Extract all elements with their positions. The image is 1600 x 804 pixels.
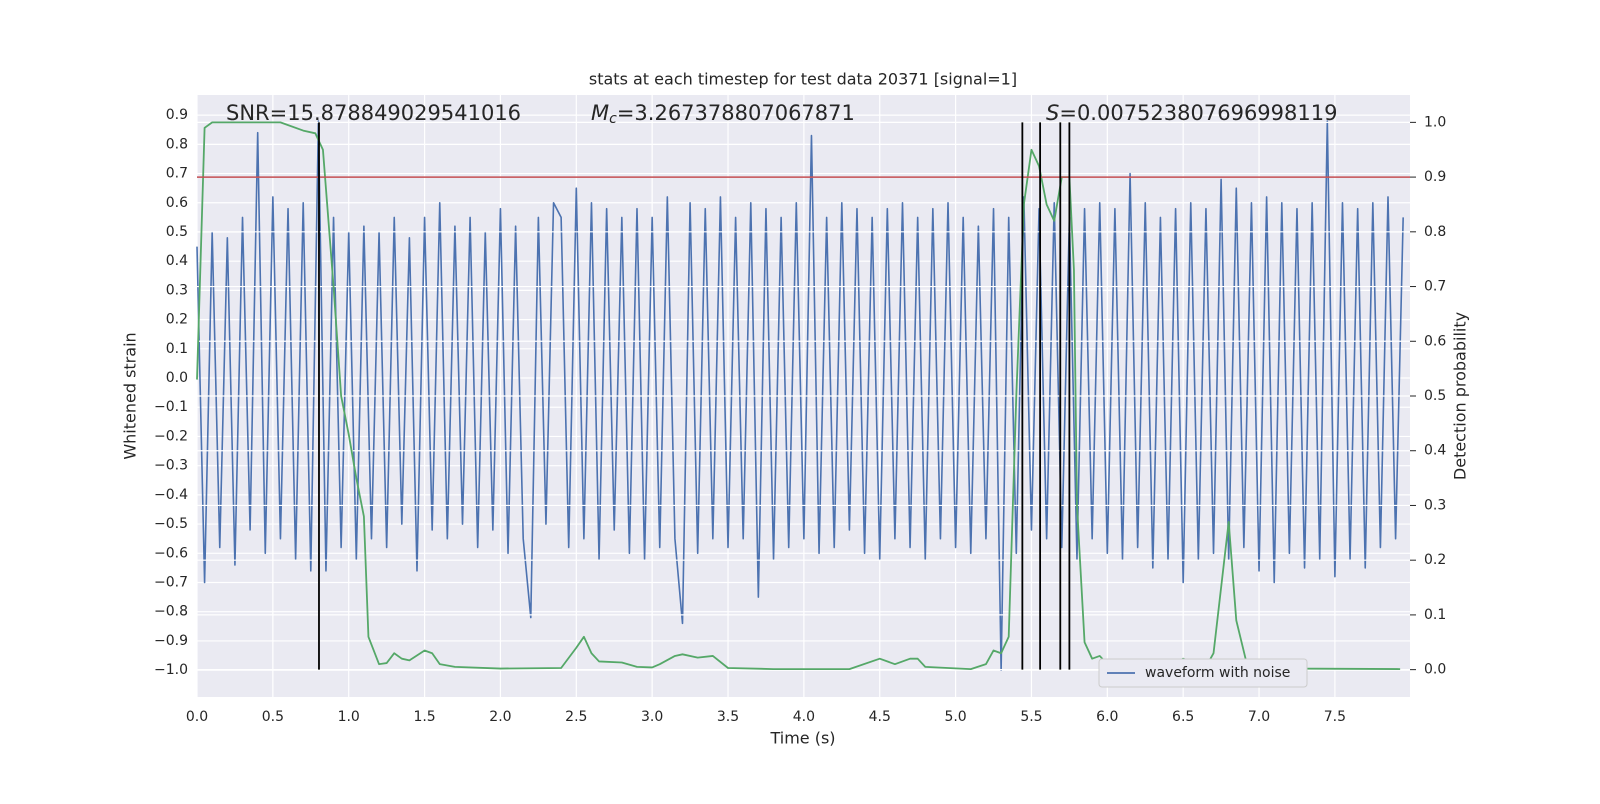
y-axis-label: Whitened strain <box>121 332 140 459</box>
x-axis-label: Time (s) <box>769 729 835 748</box>
y-tick-label: −0.2 <box>154 428 188 444</box>
y-tick-label: 0.6 <box>166 195 188 211</box>
annotation-text: =0.007523807696998119 <box>1059 101 1337 125</box>
y-tick-label: −0.4 <box>154 487 188 503</box>
x-tick-label: 1.5 <box>413 709 435 725</box>
annotation-symbol: S <box>1046 101 1059 125</box>
legend-label: waveform with noise <box>1145 665 1290 681</box>
y2-tick-label: 0.1 <box>1424 607 1446 623</box>
y-tick-label: 0.5 <box>166 224 188 240</box>
x-tick-label: 3.0 <box>641 709 663 725</box>
x-tick-label: 5.5 <box>1020 709 1042 725</box>
y2-tick-label: 0.0 <box>1424 662 1446 678</box>
y-tick-label: −0.7 <box>154 575 188 591</box>
y2-tick-label: 0.8 <box>1424 224 1446 240</box>
y-tick-label: 0.4 <box>166 253 188 269</box>
text-layer: stats at each timestep for test data 203… <box>121 70 1470 748</box>
x-tick-label: 7.0 <box>1248 709 1270 725</box>
annotation-subscript: c <box>609 111 617 127</box>
y-tick-label: 0.9 <box>166 107 188 123</box>
x-tick-label: 4.0 <box>793 709 815 725</box>
y2-tick-label: 1.0 <box>1424 114 1446 130</box>
x-tick-label: 5.0 <box>944 709 966 725</box>
x-tick-label: 6.5 <box>1172 709 1194 725</box>
x-tick-label: 0.0 <box>186 709 208 725</box>
y2-tick-label: 0.4 <box>1424 443 1446 459</box>
overlay-layer <box>196 121 1410 671</box>
x-tick-label: 3.5 <box>717 709 739 725</box>
y2-tick-label: 0.2 <box>1424 552 1446 568</box>
y2-tick-label: 0.5 <box>1424 388 1446 404</box>
x-tick-label: 6.0 <box>1096 709 1118 725</box>
annotation: S=0.007523807696998119 <box>1046 101 1337 125</box>
y2-tick-label: 0.9 <box>1424 169 1446 185</box>
legend-box <box>1098 658 1308 688</box>
data-layer <box>196 120 1404 671</box>
y-tick-label: −0.5 <box>154 516 188 532</box>
y2-tick-label: 0.7 <box>1424 279 1446 295</box>
y-tick-label: 0.1 <box>166 341 188 357</box>
x-tick-label: 4.5 <box>869 709 891 725</box>
annotation-text: =3.267378807067871 <box>617 101 855 125</box>
y2-axis-label: Detection probability <box>1451 312 1470 480</box>
x-tick-label: 1.0 <box>338 709 360 725</box>
y-tick-label: 0.2 <box>166 312 188 328</box>
chart-title: stats at each timestep for test data 203… <box>589 70 1017 89</box>
y2-tick-label: 0.6 <box>1424 333 1446 349</box>
x-tick-label: 2.5 <box>565 709 587 725</box>
x-tick-label: 0.5 <box>262 709 284 725</box>
y-tick-label: 0.8 <box>166 136 188 152</box>
y-tick-label: −0.8 <box>154 604 188 620</box>
x-tick-label: 7.5 <box>1324 709 1346 725</box>
y-tick-label: 0.0 <box>166 370 188 386</box>
y-tick-label: −0.1 <box>154 399 188 415</box>
y-tick-label: 0.3 <box>166 282 188 298</box>
annotation: Mc=3.267378807067871 <box>591 101 855 127</box>
y2-tick-label: 0.3 <box>1424 497 1446 513</box>
annotation-text: SNR=15.878849029541016 <box>226 101 521 125</box>
y-tick-label: −0.9 <box>154 633 188 649</box>
annotation: SNR=15.878849029541016 <box>226 101 521 125</box>
y-tick-label: −0.3 <box>154 458 188 474</box>
y-tick-label: −1.0 <box>154 662 188 678</box>
y-tick-label: 0.7 <box>166 166 188 182</box>
x-tick-label: 2.0 <box>489 709 511 725</box>
y-tick-label: −0.6 <box>154 545 188 561</box>
series-line <box>196 120 1404 671</box>
annotation-symbol: M <box>591 101 609 125</box>
